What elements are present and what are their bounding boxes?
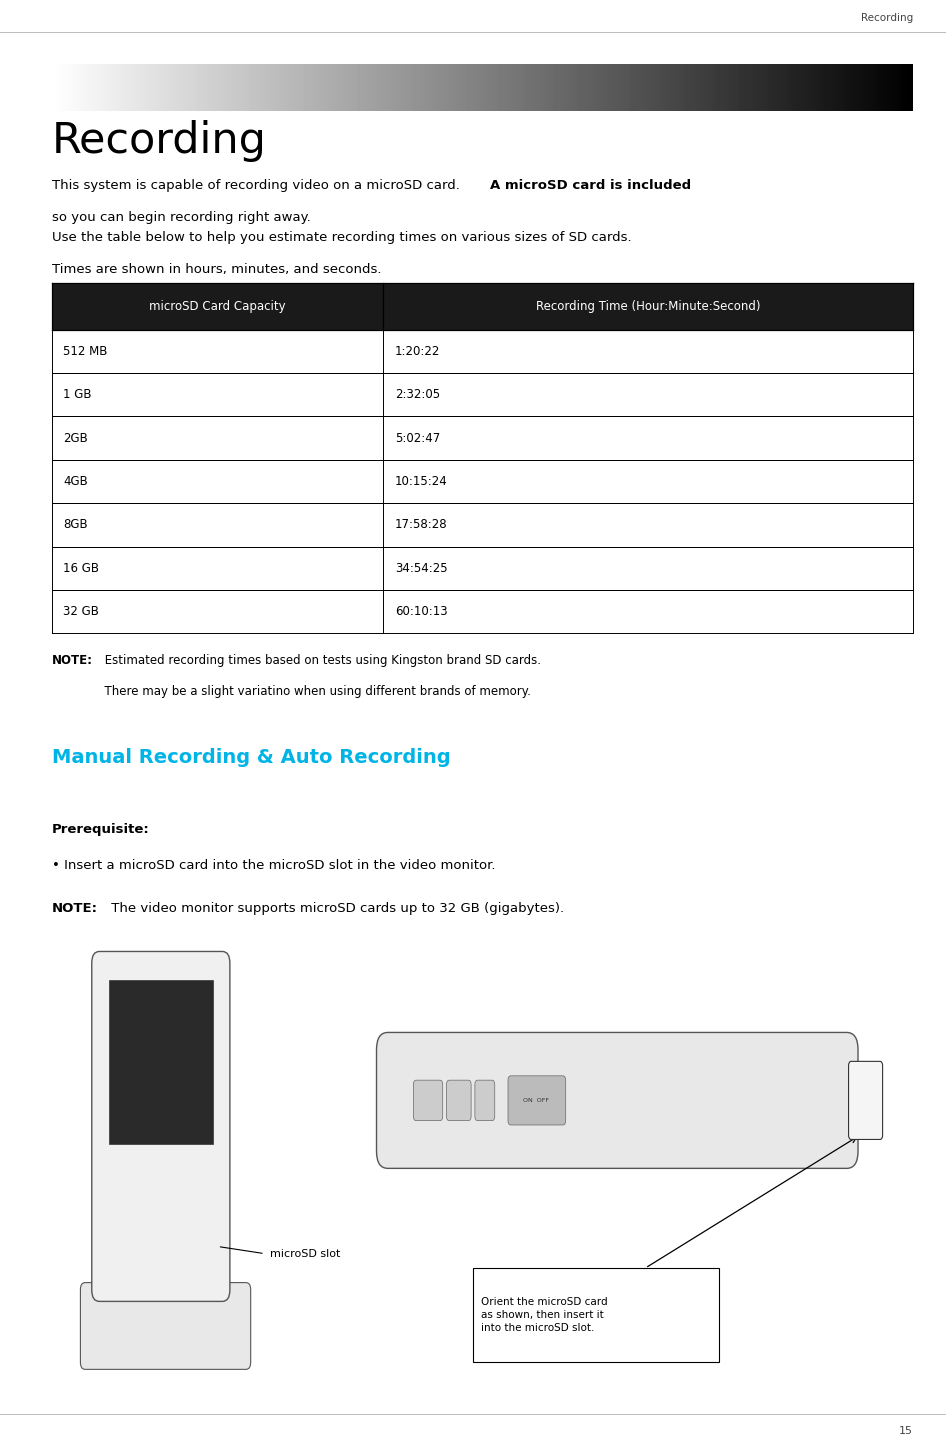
Text: NOTE:: NOTE:	[52, 902, 98, 915]
Text: microSD Card Capacity: microSD Card Capacity	[149, 301, 286, 312]
Text: ON  OFF: ON OFF	[523, 1098, 550, 1103]
Text: Recording: Recording	[52, 120, 267, 162]
Text: 34:54:25: 34:54:25	[394, 562, 447, 574]
Text: Orient the microSD card
as shown, then insert it
into the microSD slot.: Orient the microSD card as shown, then i…	[481, 1297, 607, 1333]
Bar	[52, 373, 913, 416]
Bar	[52, 503, 913, 547]
Text: 10:15:24: 10:15:24	[394, 476, 447, 487]
FancyBboxPatch shape	[92, 951, 230, 1301]
Bar	[52, 547, 913, 590]
FancyBboxPatch shape	[413, 1080, 443, 1121]
Text: Recording: Recording	[861, 13, 913, 23]
Text: 1 GB: 1 GB	[63, 389, 92, 401]
Text: NOTE:: NOTE:	[52, 654, 93, 667]
Text: Times are shown in hours, minutes, and seconds.: Times are shown in hours, minutes, and s…	[52, 263, 381, 276]
Bar	[52, 330, 913, 373]
Text: Use the table below to help you estimate recording times on various sizes of SD : Use the table below to help you estimate…	[52, 231, 632, 244]
FancyBboxPatch shape	[475, 1080, 495, 1121]
Bar	[52, 283, 913, 330]
Bar	[52, 460, 913, 503]
Text: Estimated recording times based on tests using Kingston brand SD cards.: Estimated recording times based on tests…	[101, 654, 541, 667]
Text: 17:58:28: 17:58:28	[394, 519, 447, 531]
Text: This system is capable of recording video on a microSD card.: This system is capable of recording vide…	[52, 179, 464, 192]
Text: • Insert a microSD card into the microSD slot in the video monitor.: • Insert a microSD card into the microSD…	[52, 859, 496, 872]
Text: 1:20:22: 1:20:22	[394, 346, 440, 357]
Text: 5:02:47: 5:02:47	[394, 432, 440, 444]
Text: 2:32:05: 2:32:05	[394, 389, 440, 401]
Text: The video monitor supports microSD cards up to 32 GB (gigabytes).: The video monitor supports microSD cards…	[107, 902, 564, 915]
Text: Prerequisite:: Prerequisite:	[52, 823, 149, 836]
FancyBboxPatch shape	[447, 1080, 471, 1121]
Text: 2GB: 2GB	[63, 432, 88, 444]
Bar	[109, 980, 213, 1144]
Text: 60:10:13: 60:10:13	[394, 606, 447, 617]
Text: 15: 15	[899, 1426, 913, 1436]
Bar	[52, 416, 913, 460]
Text: microSD slot: microSD slot	[270, 1249, 340, 1258]
Text: 8GB: 8GB	[63, 519, 88, 531]
Text: 4GB: 4GB	[63, 476, 88, 487]
Text: Recording Time (Hour:Minute:Second): Recording Time (Hour:Minute:Second)	[536, 301, 761, 312]
Text: A microSD card is included: A microSD card is included	[490, 179, 692, 192]
FancyBboxPatch shape	[508, 1076, 566, 1125]
FancyBboxPatch shape	[473, 1268, 719, 1362]
Bar	[52, 590, 913, 633]
Text: so you can begin recording right away.: so you can begin recording right away.	[52, 211, 311, 224]
FancyBboxPatch shape	[377, 1032, 858, 1168]
FancyBboxPatch shape	[80, 1283, 251, 1369]
Text: There may be a slight variatino when using different brands of memory.: There may be a slight variatino when usi…	[52, 685, 531, 698]
Text: 512 MB: 512 MB	[63, 346, 108, 357]
Text: 16 GB: 16 GB	[63, 562, 99, 574]
Text: Manual Recording & Auto Recording: Manual Recording & Auto Recording	[52, 748, 450, 766]
FancyBboxPatch shape	[849, 1061, 883, 1139]
Text: 32 GB: 32 GB	[63, 606, 99, 617]
